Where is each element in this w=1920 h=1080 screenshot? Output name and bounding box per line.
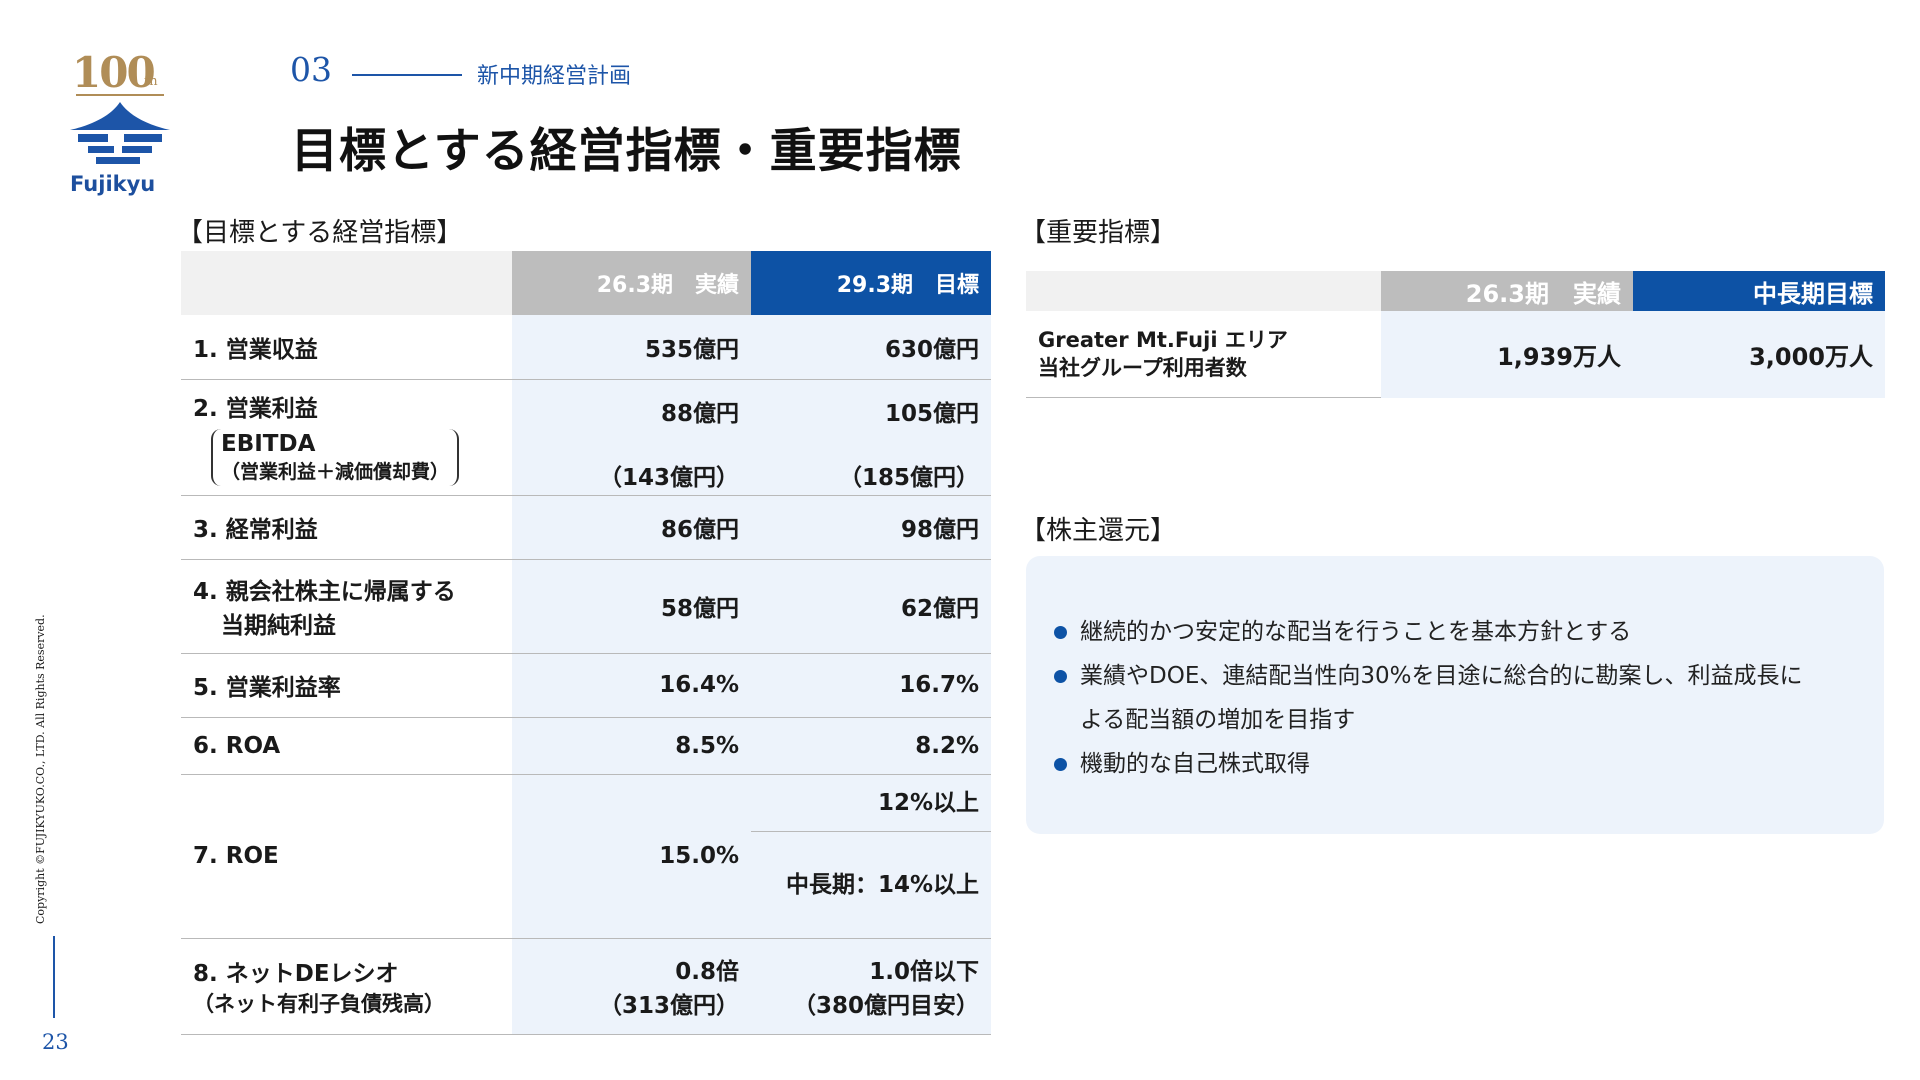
shareholder-box: 継続的かつ安定的な配当を行うことを基本方針とする 業績やDOE、連結配当性向30… bbox=[1026, 556, 1884, 834]
table-row: 7. ROE 15.0% 12%以上 中長期：14%以上 bbox=[181, 774, 991, 939]
kpi-target-cell: 1.0倍以下 （380億円目安） bbox=[751, 938, 991, 1035]
kpi-name: 6. ROA bbox=[181, 717, 512, 775]
kpi-name-line2: （ネット有利子負債残高） bbox=[193, 992, 445, 1016]
important-actual: 1,939万人 bbox=[1381, 311, 1633, 398]
kpi-name: 7. ROE bbox=[181, 774, 512, 939]
kpi-target-cell: 105億円 （185億円） bbox=[751, 379, 991, 496]
kpi-target: 12%以上 bbox=[751, 775, 991, 832]
kpi-actual: 86億円 bbox=[512, 495, 751, 560]
list-item: 継続的かつ安定的な配当を行うことを基本方針とする bbox=[1054, 610, 1884, 654]
kpi-target: 16.7% bbox=[751, 653, 991, 718]
page-number: 23 bbox=[42, 1030, 69, 1054]
kpi-name: 5. 営業利益率 bbox=[181, 653, 512, 718]
ebitda-target: （185億円） bbox=[838, 464, 979, 491]
list-item-text: 機動的な自己株式取得 bbox=[1080, 751, 1310, 777]
shareholder-list: 継続的かつ安定的な配当を行うことを基本方針とする 業績やDOE、連結配当性向30… bbox=[1026, 556, 1884, 786]
important-header-actual: 26.3期 実績 bbox=[1381, 271, 1633, 311]
section-rule bbox=[352, 74, 462, 76]
anniversary-number: 100 bbox=[72, 48, 156, 97]
table-row: 3. 経常利益 86億円 98億円 bbox=[181, 495, 991, 560]
page-title: 目標とする経営指標・重要指標 bbox=[291, 124, 962, 179]
kpi-actual-line2: （313億円） bbox=[598, 993, 739, 1019]
kpi-name: 2. 営業利益 bbox=[193, 395, 318, 422]
kpi-actual-cell: 0.8倍 （313億円） bbox=[512, 938, 751, 1035]
kpi-name: 4. 親会社株主に帰属する bbox=[193, 579, 456, 605]
kpi-actual: 535億円 bbox=[512, 315, 751, 380]
important-header-target: 中長期目標 bbox=[1633, 271, 1885, 311]
kpi-name-cell: 8. ネットDEレシオ （ネット有利子負債残高） bbox=[181, 938, 512, 1035]
kpi-header-actual: 26.3期 実績 bbox=[512, 251, 751, 315]
ebitda-note: （営業利益＋減価償却費） bbox=[221, 460, 450, 483]
important-name-cell: Greater Mt.Fuji エリア 当社グループ利用者数 bbox=[1026, 311, 1381, 398]
important-name: Greater Mt.Fuji エリア bbox=[1038, 328, 1288, 352]
kpi-table: 26.3期 実績 29.3期 目標 1. 営業収益 535億円 630億円 2.… bbox=[181, 251, 991, 1035]
fujikyu-logo: 100 th Fujikyu bbox=[62, 48, 180, 198]
kpi-actual: 16.4% bbox=[512, 653, 751, 718]
kpi-actual: 58億円 bbox=[512, 559, 751, 654]
mount-fuji-icon bbox=[70, 102, 170, 164]
bullet-icon bbox=[1054, 626, 1067, 639]
kpi-actual-cell: 88億円 （143億円） bbox=[512, 379, 751, 496]
kpi-target: 630億円 bbox=[751, 315, 991, 380]
important-section-label: 【重要指標】 bbox=[1020, 218, 1177, 248]
table-row: 2. 営業利益 EBITDA （営業利益＋減価償却費） 88億円 （143億円）… bbox=[181, 379, 991, 496]
kpi-actual: 0.8倍 bbox=[675, 959, 739, 985]
list-item: 業績やDOE、連結配当性向30%を目途に総合的に勘案し、利益成長に bbox=[1054, 654, 1884, 698]
side-rule bbox=[53, 936, 55, 1018]
ebitda-name: EBITDA bbox=[221, 430, 316, 457]
ebitda-bracket: EBITDA （営業利益＋減価償却費） bbox=[211, 428, 460, 486]
kpi-actual: 8.5% bbox=[512, 717, 751, 775]
list-item-text: 継続的かつ安定的な配当を行うことを基本方針とする bbox=[1080, 619, 1632, 645]
kpi-header-target: 29.3期 目標 bbox=[751, 251, 991, 315]
kpi-actual: 15.0% bbox=[512, 774, 751, 939]
kpi-target: 8.2% bbox=[751, 717, 991, 775]
kpi-header-blank bbox=[181, 251, 512, 315]
important-name-line2: 当社グループ利用者数 bbox=[1038, 356, 1247, 380]
kpi-target-mid: 中長期：14%以上 bbox=[785, 871, 979, 898]
table-row: 6. ROA 8.5% 8.2% bbox=[181, 717, 991, 775]
kpi-target: 105億円 bbox=[884, 400, 979, 427]
table-row: 5. 営業利益率 16.4% 16.7% bbox=[181, 653, 991, 718]
list-item-text: よる配当額の増加を目指す bbox=[1080, 707, 1356, 733]
shareholder-section-label: 【株主還元】 bbox=[1020, 516, 1177, 546]
important-header-blank bbox=[1026, 271, 1381, 311]
kpi-name: 1. 営業収益 bbox=[181, 315, 512, 380]
ebitda-actual: （143億円） bbox=[598, 464, 739, 491]
kpi-name-cell: 2. 営業利益 EBITDA （営業利益＋減価償却費） bbox=[181, 379, 512, 496]
bullet-icon bbox=[1054, 670, 1067, 683]
table-row: 4. 親会社株主に帰属する 当期純利益 58億円 62億円 bbox=[181, 559, 991, 654]
list-item-text: 業績やDOE、連結配当性向30%を目途に総合的に勘案し、利益成長に bbox=[1080, 663, 1803, 689]
section-title: 新中期経営計画 bbox=[477, 64, 632, 89]
kpi-target-line2: （380億円目安） bbox=[792, 993, 979, 1019]
kpi-section-label: 【目標とする経営指標】 bbox=[177, 218, 463, 248]
kpi-target: 1.0倍以下 bbox=[869, 959, 979, 985]
copyright-text: Copyright ©FUJIKYUKO.CO., LTD. All Right… bbox=[34, 614, 47, 924]
table-row: 1. 営業収益 535億円 630億円 bbox=[181, 315, 991, 380]
table-row: 8. ネットDEレシオ （ネット有利子負債残高） 0.8倍 （313億円） 1.… bbox=[181, 938, 991, 1035]
kpi-actual: 88億円 bbox=[660, 400, 739, 427]
list-item-continued: よる配当額の増加を目指す bbox=[1054, 698, 1884, 742]
kpi-target-cell: 12%以上 中長期：14%以上 bbox=[751, 774, 991, 939]
important-target: 3,000万人 bbox=[1633, 311, 1885, 398]
kpi-name: 3. 経常利益 bbox=[181, 495, 512, 560]
anniversary-suffix: th bbox=[144, 74, 158, 89]
kpi-name-line2: 当期純利益 bbox=[221, 613, 336, 639]
logo-wordmark: Fujikyu bbox=[70, 172, 156, 196]
table-row: Greater Mt.Fuji エリア 当社グループ利用者数 1,939万人 3… bbox=[1026, 311, 1885, 398]
logo-rule bbox=[76, 94, 164, 96]
section-number: 03 bbox=[290, 50, 332, 89]
important-table: 26.3期 実績 中長期目標 Greater Mt.Fuji エリア 当社グルー… bbox=[1026, 271, 1885, 398]
kpi-target: 62億円 bbox=[751, 559, 991, 654]
list-item: 機動的な自己株式取得 bbox=[1054, 742, 1884, 786]
kpi-target: 98億円 bbox=[751, 495, 991, 560]
kpi-name-cell: 4. 親会社株主に帰属する 当期純利益 bbox=[181, 559, 512, 654]
bullet-icon bbox=[1054, 758, 1067, 771]
kpi-name: 8. ネットDEレシオ bbox=[193, 961, 399, 987]
